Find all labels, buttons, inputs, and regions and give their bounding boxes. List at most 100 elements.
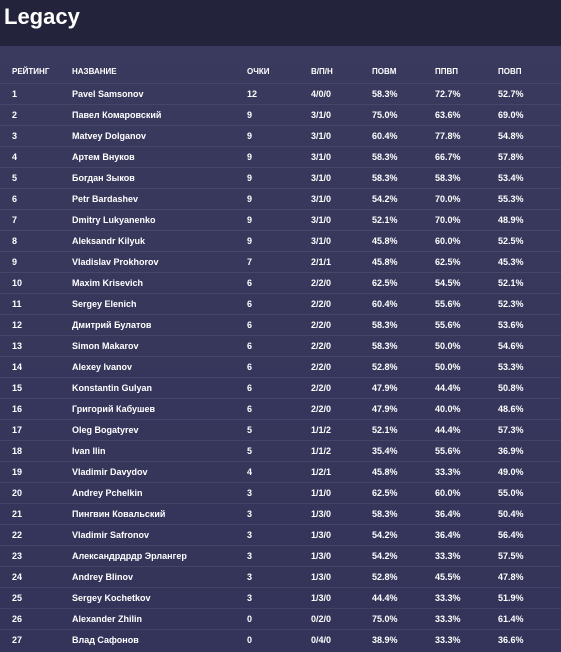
table-row: 4 Артем Внуков 9 3/1/0 58.3% 66.7% 57.8% — [0, 146, 561, 167]
cell-record: 2/2/0 — [311, 278, 332, 288]
cell-ogw: 50.4% — [498, 509, 524, 519]
table-row: 1 Pavel Samsonov 12 4/0/0 58.3% 72.7% 52.7% — [0, 83, 561, 104]
cell-name: Ivan Ilin — [72, 446, 106, 456]
cell-rank: 19 — [12, 467, 23, 477]
cell-rank: 25 — [12, 593, 23, 603]
cell-rank: 11 — [12, 299, 22, 309]
cell-ogw: 54.6% — [498, 341, 524, 351]
cell-ogw: 36.9% — [498, 446, 524, 456]
cell-gw: 55.6% — [435, 299, 461, 309]
table-row: 2 Павел Комаровский 9 3/1/0 75.0% 63.6% 69.0% — [0, 104, 561, 125]
cell-record: 1/3/0 — [311, 551, 332, 561]
page-header: Legacy — [0, 0, 561, 46]
cell-record: 1/3/0 — [311, 593, 332, 603]
cell-rank: 26 — [12, 614, 23, 624]
cell-name: Alexey Ivanov — [72, 362, 133, 372]
cell-record: 1/1/2 — [311, 425, 332, 435]
cell-name: Александрдрдр Эрлангер — [72, 551, 187, 561]
column-header-name: НАЗВАНИЕ — [72, 67, 117, 76]
cell-name: Matvey Dolganov — [72, 131, 147, 141]
cell-record: 2/2/0 — [311, 341, 332, 351]
cell-omw: 54.2% — [372, 194, 398, 204]
cell-record: 1/1/0 — [311, 488, 332, 498]
table-header-row: РЕЙТИНГ НАЗВАНИЕ ОЧКИ В/П/Н ПОВМ ППВП ПО… — [0, 60, 561, 83]
cell-record: 0/4/0 — [311, 635, 332, 645]
cell-ogw: 53.3% — [498, 362, 524, 372]
cell-points: 9 — [247, 173, 253, 183]
cell-gw: 36.4% — [435, 530, 461, 540]
cell-record: 2/2/0 — [311, 299, 332, 309]
cell-ogw: 69.0% — [498, 110, 524, 120]
cell-omw: 52.8% — [372, 362, 398, 372]
cell-rank: 12 — [12, 320, 23, 330]
cell-points: 6 — [247, 278, 253, 288]
cell-rank: 7 — [12, 215, 18, 225]
cell-gw: 33.3% — [435, 614, 461, 624]
cell-name: Григорий Кабушев — [72, 404, 156, 414]
cell-gw: 55.6% — [435, 320, 461, 330]
cell-points: 6 — [247, 320, 253, 330]
cell-omw: 58.3% — [372, 509, 398, 519]
cell-record: 2/2/0 — [311, 362, 332, 372]
table-row: 14 Alexey Ivanov 6 2/2/0 52.8% 50.0% 53.3% — [0, 356, 561, 377]
cell-gw: 40.0% — [435, 404, 461, 414]
cell-record: 3/1/0 — [311, 215, 332, 225]
cell-points: 0 — [247, 635, 253, 645]
cell-name: Petr Bardashev — [72, 194, 139, 204]
cell-omw: 58.3% — [372, 89, 398, 99]
cell-record: 3/1/0 — [311, 131, 332, 141]
cell-points: 9 — [247, 131, 253, 141]
column-header-points: ОЧКИ — [247, 67, 270, 76]
table-body: 1 Pavel Samsonov 12 4/0/0 58.3% 72.7% 52.7% 2 Па… — [0, 83, 561, 650]
cell-name: Maxim Krisevich — [72, 278, 144, 288]
table-row: 9 Vladislav Prokhorov 7 2/1/1 45.8% 62.5% 45.3… — [0, 251, 561, 272]
cell-ogw: 55.3% — [498, 194, 524, 204]
cell-ogw: 57.8% — [498, 152, 524, 162]
cell-rank: 4 — [12, 152, 18, 162]
cell-points: 0 — [247, 614, 253, 624]
cell-name: Пингвин Ковальский — [72, 509, 166, 519]
cell-points: 9 — [247, 236, 253, 246]
cell-omw: 35.4% — [372, 446, 398, 456]
cell-points: 7 — [247, 257, 253, 267]
cell-omw: 62.5% — [372, 488, 398, 498]
cell-ogw: 49.0% — [498, 467, 524, 477]
cell-rank: 22 — [12, 530, 23, 540]
cell-ogw: 55.0% — [498, 488, 524, 498]
cell-record: 3/1/0 — [311, 173, 332, 183]
cell-record: 1/3/0 — [311, 530, 332, 540]
cell-gw: 44.4% — [435, 383, 461, 393]
column-header-record: В/П/Н — [311, 67, 333, 76]
cell-omw: 54.2% — [372, 530, 398, 540]
cell-points: 9 — [247, 194, 253, 204]
cell-ogw: 51.9% — [498, 593, 524, 603]
cell-rank: 5 — [12, 173, 18, 183]
cell-points: 3 — [247, 530, 253, 540]
cell-name: Aleksandr Kilyuk — [72, 236, 146, 246]
cell-name: Vladimir Safronov — [72, 530, 150, 540]
cell-gw: 55.6% — [435, 446, 461, 456]
cell-rank: 1 — [12, 89, 18, 99]
cell-rank: 27 — [12, 635, 23, 645]
cell-points: 3 — [247, 551, 253, 561]
cell-gw: 33.3% — [435, 467, 461, 477]
cell-record: 2/2/0 — [311, 404, 332, 414]
cell-rank: 24 — [12, 572, 23, 582]
table-row: 7 Dmitry Lukyanenko 9 3/1/0 52.1% 70.0% 48.9% — [0, 209, 561, 230]
cell-points: 6 — [247, 299, 253, 309]
cell-ogw: 48.9% — [498, 215, 524, 225]
cell-omw: 45.8% — [372, 467, 398, 477]
table-row: 21 Пингвин Ковальский 3 1/3/0 58.3% 36.4% 50.4… — [0, 503, 561, 524]
cell-points: 3 — [247, 593, 253, 603]
cell-record: 1/1/2 — [311, 446, 332, 456]
cell-gw: 62.5% — [435, 257, 461, 267]
cell-omw: 75.0% — [372, 614, 398, 624]
cell-rank: 13 — [12, 341, 23, 351]
cell-gw: 50.0% — [435, 362, 461, 372]
table-row: 18 Ivan Ilin 5 1/1/2 35.4% 55.6% 36.9% — [0, 440, 561, 461]
cell-rank: 8 — [12, 236, 18, 246]
cell-name: Oleg Bogatyrev — [72, 425, 139, 435]
cell-record: 2/2/0 — [311, 383, 332, 393]
table-row: 16 Григорий Кабушев 6 2/2/0 47.9% 40.0% 48.6% — [0, 398, 561, 419]
cell-points: 6 — [247, 404, 253, 414]
